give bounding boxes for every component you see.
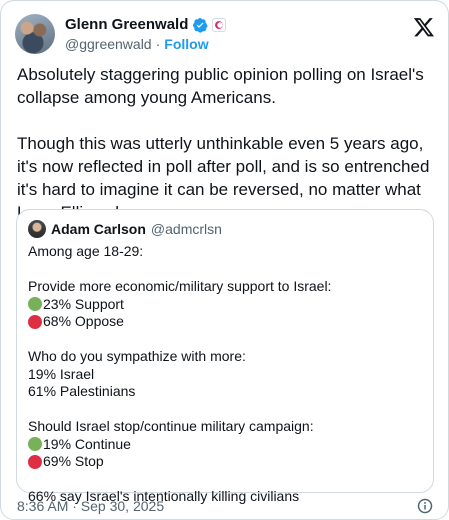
info-icon[interactable] xyxy=(417,498,433,514)
poll-answer-text: 61% Palestinians xyxy=(28,383,136,399)
author-name-row: Glenn Greenwald xyxy=(65,16,227,33)
tweet-paragraph: Absolutely staggering public opinion pol… xyxy=(17,65,424,107)
quoted-author-avatar xyxy=(28,220,46,238)
poll-answer-text: 68% Oppose xyxy=(43,313,124,329)
poll-answer-text: 23% Support xyxy=(43,295,124,312)
follow-button[interactable]: Follow xyxy=(164,36,209,52)
verified-badge-icon xyxy=(193,17,209,33)
poll-answer-text: 19% Continue xyxy=(43,435,131,452)
quoted-tweet-body: Among age 18-29: Provide more economic/m… xyxy=(28,243,424,506)
affiliation-badge-icon xyxy=(212,17,227,32)
tweet-timestamp[interactable]: 8:36 AM · Sep 30, 2025 xyxy=(17,498,165,514)
poll-question: Should Israel stop/continue military cam… xyxy=(28,418,314,434)
green-circle-icon xyxy=(28,437,42,452)
poll-question: Provide more economic/military support t… xyxy=(28,278,332,294)
x-logo-icon[interactable] xyxy=(413,16,435,38)
author-handle[interactable]: @ggreenwald xyxy=(65,36,152,52)
poll-summary: 66% say Israel's intentionally killing c… xyxy=(28,488,300,504)
quoted-author-name: Adam Carlson xyxy=(51,221,146,237)
poll-answer: 19% Continue xyxy=(28,436,424,454)
poll-intro: Among age 18-29: xyxy=(28,243,144,259)
author-display-name[interactable]: Glenn Greenwald xyxy=(65,16,189,33)
poll-answer: 23% Support xyxy=(28,296,424,314)
green-circle-icon xyxy=(28,297,42,312)
author-avatar[interactable] xyxy=(15,14,55,54)
tweet-header: Glenn Greenwald @ggreenwald · Follow xyxy=(15,14,435,58)
tweet-text: Absolutely staggering public opinion pol… xyxy=(17,63,435,224)
poll-answer: 68% Oppose xyxy=(28,313,424,331)
red-circle-icon xyxy=(28,454,42,469)
poll-answer-text: 19% Israel xyxy=(28,365,95,382)
poll-answer: 69% Stop xyxy=(28,453,424,471)
poll-question: Who do you sympathize with more: xyxy=(28,348,246,364)
quoted-tweet-header: Adam Carlson @admcrlsn xyxy=(28,220,222,238)
quoted-author-handle: @admcrlsn xyxy=(150,221,222,237)
quoted-tweet[interactable]: Adam Carlson @admcrlsn Among age 18-29: … xyxy=(16,209,434,504)
separator-dot: · xyxy=(155,36,161,52)
red-circle-icon xyxy=(28,314,42,329)
poll-answer-text: 69% Stop xyxy=(43,453,104,469)
author-handle-row: @ggreenwald · Follow xyxy=(65,36,209,52)
